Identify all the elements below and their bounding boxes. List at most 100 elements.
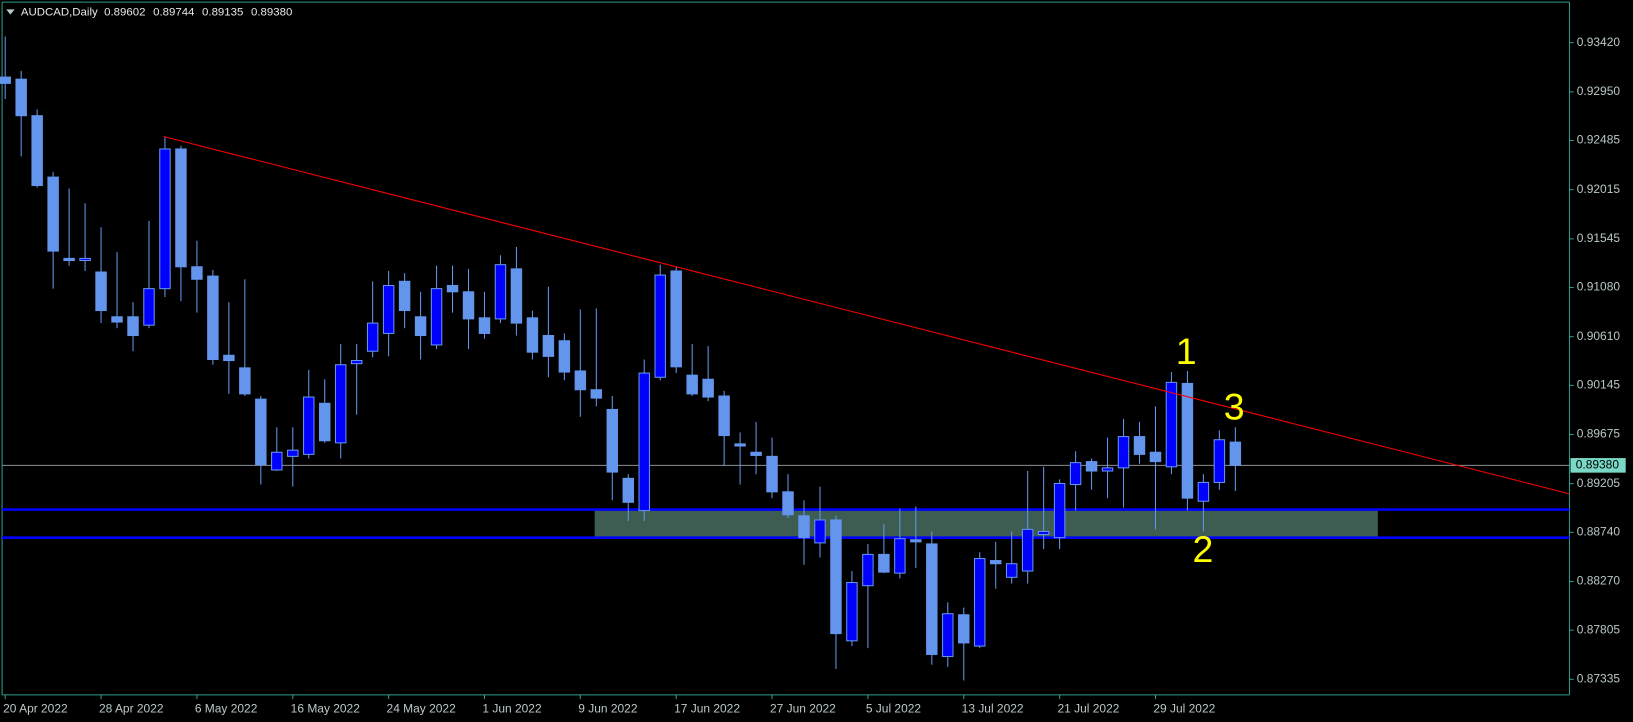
y-tick-label: 0.93420 [1577, 35, 1621, 49]
candle-body [1021, 528, 1034, 572]
ohlc-value: 0.89744 [153, 7, 195, 19]
candle-body [1005, 563, 1018, 578]
candle-body [926, 543, 938, 655]
candle-body [702, 378, 714, 398]
last-price-label: 0.89380 [1576, 458, 1620, 472]
y-tick-label: 0.92015 [1577, 182, 1621, 196]
candle-body [942, 613, 954, 658]
candle-body [766, 455, 778, 493]
x-tick-label: 9 Jun 2022 [578, 702, 638, 716]
x-tick-label: 21 Jul 2022 [1058, 702, 1120, 716]
y-tick-label: 0.87805 [1577, 622, 1621, 636]
ohlc-value: 0.89380 [251, 7, 292, 19]
candle-body [95, 271, 107, 312]
last-price-tag [1570, 458, 1626, 473]
candle-body [798, 515, 810, 539]
candle-body [478, 317, 491, 334]
trendline [163, 136, 1570, 495]
y-tick-label: 0.92485 [1577, 133, 1621, 147]
candle-body [366, 322, 379, 352]
candle-body [462, 291, 475, 320]
chart-title: AUDCAD,Daily [21, 7, 98, 19]
candle-body [670, 270, 682, 368]
candle-body [63, 257, 75, 262]
candle-body [398, 280, 411, 312]
candle-body [47, 176, 59, 252]
candle-body [350, 360, 363, 365]
candle-body [127, 316, 139, 337]
candle-body [175, 148, 187, 268]
candle-body [303, 396, 315, 455]
y-tick-label: 0.90145 [1577, 377, 1621, 391]
candle-body [271, 451, 283, 471]
y-tick-label: 0.88740 [1577, 524, 1621, 538]
candle-body [574, 370, 587, 391]
candle-body [15, 78, 27, 117]
candle-body [542, 335, 555, 357]
candle-body [989, 560, 1002, 565]
candle-body [1085, 461, 1098, 472]
candle-body [654, 274, 666, 378]
ohlc-value: 0.89135 [202, 7, 243, 19]
ohlc-value: 0.89602 [104, 7, 145, 19]
candle-body [430, 288, 443, 346]
candle-body [590, 389, 603, 399]
annotation-label: 3 [1224, 385, 1245, 427]
candle-body [1181, 382, 1194, 499]
y-tick-label: 0.90610 [1577, 329, 1621, 343]
candle-body [79, 257, 91, 262]
x-tick-label: 1 Jun 2022 [482, 702, 542, 716]
candle-body [558, 340, 571, 373]
candle-body [111, 316, 123, 323]
candle-body [1053, 482, 1066, 539]
candle-body [846, 582, 858, 642]
candle-body [0, 76, 11, 84]
candle-body [191, 266, 203, 280]
collapse-icon[interactable] [6, 9, 15, 15]
x-tick-label: 28 Apr 2022 [99, 702, 164, 716]
candle-body [334, 364, 347, 444]
x-tick-label: 5 Jul 2022 [866, 702, 922, 716]
candle-body [382, 284, 395, 334]
candle-body [1165, 381, 1178, 468]
candle-body [638, 372, 650, 512]
candle-body [255, 398, 267, 466]
x-tick-label: 24 May 2022 [387, 702, 457, 716]
candle-body [526, 317, 539, 353]
candle-body [622, 477, 634, 503]
x-tick-label: 17 Jun 2022 [674, 702, 740, 716]
candle-body [239, 367, 251, 395]
candle-body [782, 491, 794, 516]
candle-body [143, 288, 155, 326]
y-tick-label: 0.91545 [1577, 231, 1621, 245]
candle-body [318, 402, 331, 442]
candle-body [686, 374, 698, 395]
y-tick-label: 0.91080 [1577, 280, 1621, 294]
candle-body [974, 558, 986, 647]
candle-body [1101, 467, 1114, 472]
candle-body [606, 408, 619, 473]
candle-body [207, 275, 219, 361]
y-tick-label: 0.89205 [1577, 476, 1621, 490]
candle-body [1197, 481, 1210, 502]
candle-body [31, 115, 43, 187]
x-tick-label: 13 Jul 2022 [962, 702, 1024, 716]
annotation-label: 2 [1192, 528, 1213, 570]
candle-body [862, 553, 874, 587]
candle-body [1133, 436, 1146, 455]
candle-body [910, 539, 922, 543]
candle-body [1037, 530, 1050, 536]
candle-body [494, 264, 507, 320]
candle-body [1149, 451, 1162, 463]
candle-body [223, 354, 235, 362]
candle-body [1069, 462, 1082, 486]
annotation-label: 1 [1176, 330, 1197, 372]
y-tick-label: 0.92950 [1577, 84, 1621, 98]
candle-body [1117, 436, 1130, 469]
candle-body [718, 395, 730, 437]
candle-body [958, 614, 970, 644]
candle-body [287, 449, 299, 457]
y-tick-label: 0.89675 [1577, 427, 1621, 441]
